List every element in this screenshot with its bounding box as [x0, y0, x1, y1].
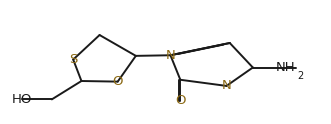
- Text: N: N: [166, 49, 175, 62]
- Text: HO: HO: [12, 93, 32, 106]
- Text: NH: NH: [276, 61, 296, 74]
- Text: S: S: [69, 53, 77, 66]
- Text: 2: 2: [297, 71, 304, 81]
- Text: N: N: [221, 79, 231, 92]
- Text: O: O: [175, 94, 186, 107]
- Text: O: O: [113, 75, 123, 88]
